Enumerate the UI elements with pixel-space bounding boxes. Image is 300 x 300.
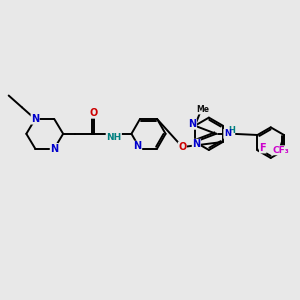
Text: N: N (50, 143, 58, 154)
Text: NH: NH (106, 133, 122, 142)
Text: O: O (178, 142, 187, 152)
Text: Me: Me (196, 105, 210, 114)
Text: N: N (192, 139, 200, 149)
Text: F: F (260, 143, 266, 153)
Text: N: N (31, 114, 39, 124)
Text: H: H (228, 126, 235, 135)
Text: N: N (224, 129, 231, 138)
Text: O: O (90, 108, 98, 118)
Text: CF₃: CF₃ (272, 146, 289, 155)
Text: N: N (188, 119, 196, 129)
Text: N: N (134, 141, 142, 151)
